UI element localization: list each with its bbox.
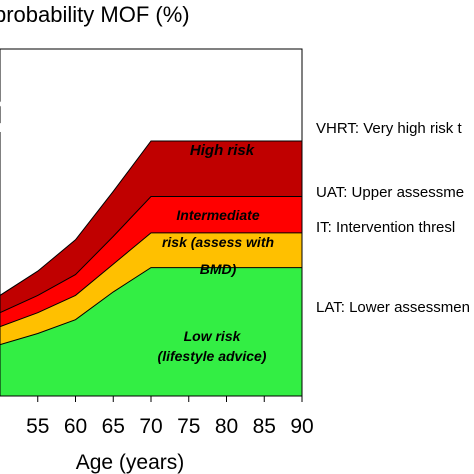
zone-label-0-line-0: Low risk	[184, 328, 242, 344]
x-tick-label-7: 90	[290, 415, 313, 438]
threshold-line-1	[0, 232, 302, 328]
zone-label-0-line-1: (lifestyle advice)	[158, 348, 267, 364]
x-tick-label-6: 85	[253, 415, 276, 438]
x-axis: 55 60 65 70 75 80 85 90	[26, 396, 314, 438]
zone-label-3-line-0: Very	[0, 95, 30, 114]
zone-0	[0, 267, 302, 396]
threshold-line-3	[0, 140, 302, 296]
x-tick-label-3: 70	[139, 415, 162, 438]
risk-zones	[0, 141, 302, 396]
zone-3	[0, 141, 302, 313]
x-tick-label-5: 80	[215, 415, 238, 438]
zone-label-3-line-1: high risk	[0, 117, 64, 136]
threshold-label-2: IT: Intervention thresl	[316, 219, 455, 236]
zone-label-2-line-0: High risk	[190, 142, 255, 159]
threshold-line-2	[0, 196, 302, 314]
threshold-label-0: VHRT: Very high risk t	[316, 120, 462, 137]
threshold-lines	[0, 140, 302, 346]
zone-label-1-line-2: BMD)	[200, 261, 237, 277]
zone-label-1-line-1: risk (assess with	[162, 234, 274, 250]
x-tick-label-0: 55	[26, 415, 49, 438]
zone-1	[0, 232, 302, 345]
x-tick-label-2: 65	[102, 415, 125, 438]
x-tick-label-4: 75	[177, 415, 200, 438]
threshold-label-3: LAT: Lower assessmen	[316, 299, 470, 316]
zone-2	[0, 196, 302, 327]
threshold-label-1: UAT: Upper assessme	[316, 184, 464, 201]
zone-label-1-line-0: Intermediate	[176, 207, 259, 223]
x-tick-label-1: 60	[64, 415, 87, 438]
threshold-labels: VHRT: Very high risk t UAT: Upper assessm…	[316, 120, 470, 316]
x-axis-label: Age (years)	[76, 451, 185, 474]
zone-labels: Low risk (lifestyle advice) Intermediate ri…	[0, 95, 274, 364]
threshold-line-0	[0, 267, 302, 346]
chart-title: probability MOF (%)	[0, 2, 190, 27]
